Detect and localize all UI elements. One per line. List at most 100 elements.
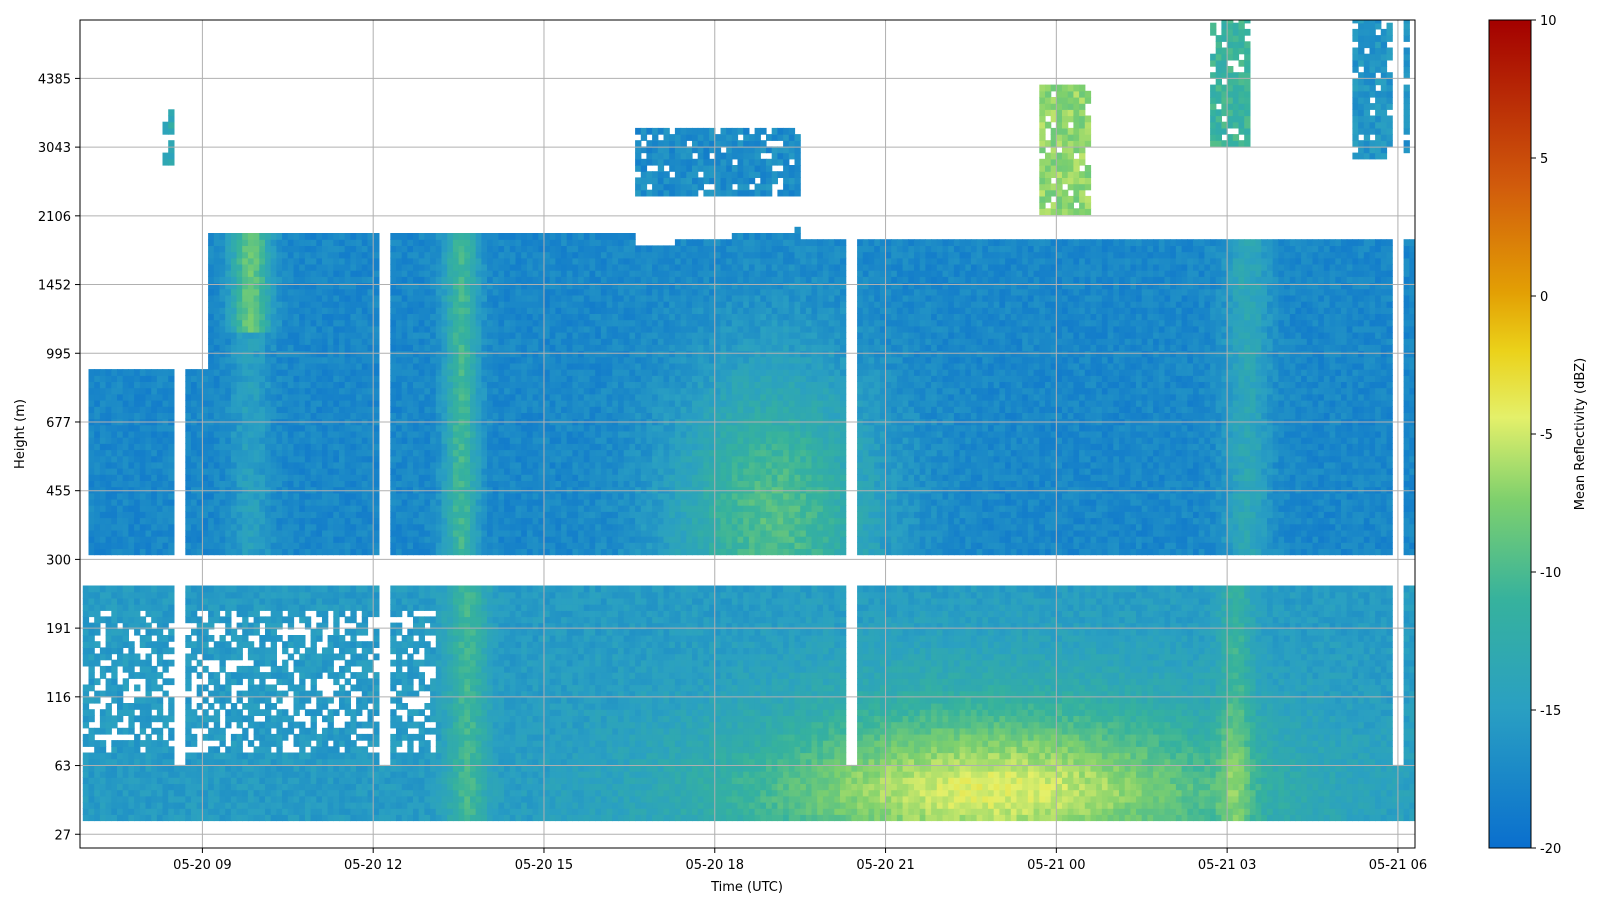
heatmap-cell: [304, 789, 312, 797]
heatmap-cell: [418, 449, 425, 457]
heatmap-cell: [247, 387, 255, 395]
heatmap-cell: [316, 529, 323, 537]
heatmap-cell: [373, 406, 380, 413]
heatmap-cell: [470, 350, 477, 358]
heatmap-cell: [339, 288, 346, 296]
heatmap-cell: [424, 455, 431, 463]
heatmap-cell: [310, 771, 317, 778]
heatmap-cell: [162, 591, 169, 599]
heatmap-cell: [191, 517, 198, 525]
heatmap-cell: [287, 777, 295, 784]
heatmap-cell: [236, 721, 243, 729]
heatmap-cell: [452, 715, 460, 723]
heatmap-cell: [424, 369, 431, 376]
heatmap-cell: [339, 406, 346, 413]
heatmap-cell: [287, 758, 295, 766]
heatmap-cell: [230, 628, 238, 636]
heatmap-cell: [202, 585, 209, 593]
heatmap-cell: [185, 393, 192, 401]
heatmap-cell: [401, 647, 408, 655]
heatmap-cell: [202, 443, 209, 451]
heatmap-cell: [230, 294, 238, 302]
heatmap-cell: [128, 424, 135, 432]
heatmap-cell: [327, 486, 334, 494]
heatmap-cell: [350, 783, 357, 791]
heatmap-cell: [339, 814, 346, 822]
heatmap-cell: [139, 393, 147, 401]
heatmap-cell: [333, 294, 340, 302]
heatmap-cell: [430, 486, 437, 494]
heatmap-cell: [339, 387, 346, 395]
heatmap-cell: [276, 461, 283, 469]
heatmap-cell: [304, 282, 312, 290]
heatmap-cell: [117, 647, 124, 655]
heatmap-cell: [316, 412, 323, 420]
heatmap-cell: [418, 461, 425, 469]
heatmap-cell: [105, 721, 112, 729]
heatmap-cell: [350, 332, 357, 339]
heatmap-cell: [242, 808, 249, 815]
heatmap-cell: [282, 276, 289, 284]
heatmap-cell: [470, 764, 477, 772]
heatmap-cell: [447, 375, 454, 382]
heatmap-cell: [173, 771, 181, 778]
heatmap-cell: [282, 239, 289, 246]
heatmap-cell: [350, 597, 357, 605]
heatmap-cell: [270, 362, 277, 370]
heatmap-cell: [458, 412, 465, 420]
heatmap-cell: [134, 424, 141, 432]
heatmap-cell: [185, 641, 192, 648]
heatmap-cell: [322, 622, 329, 630]
heatmap-cell: [111, 523, 118, 531]
heatmap-cell: [356, 746, 363, 754]
heatmap-cell: [287, 616, 295, 624]
heatmap-cell: [435, 647, 443, 655]
heatmap-cell: [327, 344, 334, 352]
heatmap-cell: [333, 282, 340, 290]
heatmap-cell: [191, 604, 198, 611]
heatmap-cell: [185, 616, 192, 624]
heatmap-cell: [270, 690, 277, 698]
heatmap-cell: [361, 381, 369, 389]
heatmap-cell: [259, 468, 266, 475]
heatmap-cell: [287, 635, 295, 642]
heatmap-cell: [145, 802, 152, 809]
heatmap-cell: [356, 771, 363, 778]
heatmap-cell: [156, 381, 164, 389]
heatmap-cell: [384, 808, 391, 815]
heatmap-cell: [236, 307, 243, 314]
heatmap-cell: [162, 517, 169, 525]
heatmap-cell: [208, 294, 215, 302]
heatmap-cell: [276, 610, 283, 618]
heatmap-cell: [253, 529, 260, 537]
heatmap-cell: [111, 443, 118, 451]
heatmap-cell: [128, 610, 135, 618]
heatmap-cell: [122, 597, 129, 605]
heatmap-cell: [122, 455, 129, 463]
heatmap-cell: [447, 239, 454, 246]
heatmap-cell: [276, 325, 283, 333]
heatmap-cell: [464, 672, 471, 679]
heatmap-cell: [236, 325, 243, 333]
heatmap-cell: [407, 338, 414, 345]
heatmap-cell: [316, 375, 323, 382]
heatmap-cell: [373, 585, 380, 593]
heatmap-cell: [413, 313, 420, 321]
heatmap-cell: [447, 332, 454, 339]
heatmap-cell: [407, 684, 414, 692]
heatmap-cell: [225, 808, 232, 815]
heatmap-cell: [282, 733, 289, 741]
heatmap-cell: [191, 610, 198, 618]
heatmap-cell: [316, 474, 323, 481]
heatmap-cell: [213, 455, 221, 463]
heatmap-cell: [361, 443, 369, 451]
heatmap-cell: [430, 591, 437, 599]
heatmap-cell: [441, 430, 448, 438]
heatmap-cell: [282, 437, 289, 444]
heatmap-cell: [452, 789, 460, 797]
heatmap-cell: [458, 789, 465, 797]
heatmap-cell: [452, 659, 460, 667]
heatmap-cell: [253, 597, 260, 605]
heatmap-cell: [310, 665, 317, 673]
heatmap-cell: [356, 350, 363, 358]
